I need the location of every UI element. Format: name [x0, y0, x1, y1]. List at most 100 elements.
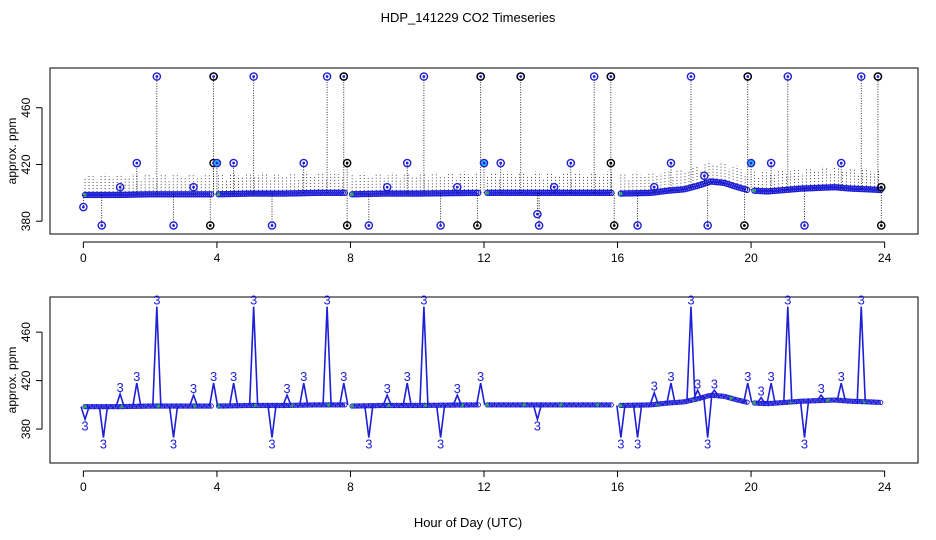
top-spike-point-core: [743, 224, 746, 227]
top-baseline-green-point: [752, 189, 757, 193]
top-baseline-point: [251, 190, 258, 197]
top-baseline-point: [633, 189, 641, 197]
top-baseline-point: [441, 190, 448, 197]
top-spike-point-core: [345, 161, 349, 165]
top-baseline-point: [857, 185, 864, 193]
top-spike-point-core: [439, 224, 442, 227]
bottom-peak-line: [782, 306, 793, 403]
top-baseline-point: [392, 190, 400, 197]
bottom-baseline-point: [473, 402, 479, 408]
top-baseline-point: [461, 189, 468, 197]
bottom-peak-label: 3: [133, 369, 140, 384]
top-spike-point: [566, 158, 576, 168]
top-baseline-green-point: [485, 191, 489, 195]
top-baseline-point: [115, 191, 123, 199]
top-flagged-point: [339, 72, 349, 81]
top-y-tick-label: 460: [19, 97, 33, 117]
top-baseline-point: [645, 189, 653, 197]
top-spike-point-core: [839, 161, 843, 165]
top-baseline-point: [566, 189, 573, 197]
top-baseline-point: [431, 190, 438, 197]
top-baseline-point: [149, 191, 157, 198]
top-baseline-point: [407, 190, 414, 197]
x-axis-label: Hour of Day (UTC): [414, 515, 522, 530]
top-spike-point-core: [879, 185, 883, 189]
top-spike-point: [452, 182, 462, 192]
bottom-peak-label: 3: [801, 437, 808, 452]
bottom-peak-line: [419, 306, 429, 406]
bottom-peak-label: 3: [340, 369, 347, 384]
bottom-peak-line: [382, 392, 392, 406]
top-baseline-point: [562, 189, 569, 197]
top-baseline-point: [388, 190, 396, 197]
top-baseline-point: [309, 189, 316, 197]
top-baseline-point: [522, 189, 529, 197]
top-marks: [79, 72, 886, 230]
bottom-plot-frame: [49, 296, 919, 464]
bottom-baseline-point: [877, 399, 884, 406]
top-spike-point: [766, 158, 776, 168]
top-baseline-point: [186, 191, 193, 198]
bottom-x-tick-label: 12: [477, 480, 491, 494]
top-baseline-point: [429, 190, 436, 197]
top-baseline-point: [564, 189, 571, 197]
top-spike-point-core: [769, 161, 773, 165]
top-x-tick-label: 12: [477, 251, 491, 265]
bottom-peak-line: [168, 405, 179, 438]
top-baseline-point: [184, 191, 191, 198]
top-spike-point: [549, 182, 559, 192]
top-baseline-point: [600, 189, 607, 197]
bottom-peak-line: [836, 382, 847, 401]
top-baseline-point: [425, 190, 432, 197]
top-spike-point: [79, 202, 88, 212]
top-baseline-point: [598, 189, 605, 197]
top-spike-point: [496, 158, 505, 168]
top-baseline-point: [386, 190, 394, 197]
top-baseline-point: [129, 191, 137, 198]
top-baseline-point: [811, 184, 818, 192]
top-baseline-point: [335, 189, 342, 197]
top-baseline-point: [469, 189, 476, 197]
bottom-peak-label: 3: [818, 381, 825, 396]
top-baseline-point: [249, 190, 256, 197]
top-baseline-point: [200, 191, 207, 198]
bottom-green-point: [327, 403, 331, 407]
top-spike-point: [205, 221, 215, 230]
bottom-peak-line: [452, 393, 463, 406]
top-baseline-point: [582, 189, 589, 197]
top-flagged-point: [209, 72, 218, 81]
top-spike-point-core: [455, 185, 459, 189]
top-spike-point-core: [552, 185, 556, 189]
top-baseline-point: [580, 189, 587, 197]
top-baseline-point: [415, 190, 422, 197]
bottom-peak-line: [98, 406, 109, 438]
top-baseline-point: [639, 189, 647, 197]
top-spike-point-core: [232, 161, 236, 165]
top-baseline-green-point: [83, 193, 87, 197]
top-spike-point: [436, 221, 445, 230]
top-spike-point-core: [669, 161, 673, 165]
top-spike-point-core: [749, 161, 753, 165]
top-baseline-point: [255, 190, 262, 197]
top-baseline-point: [821, 184, 828, 191]
bottom-peak-line: [709, 388, 719, 396]
top-baseline-point: [247, 190, 254, 197]
bottom-baseline-point: [721, 393, 727, 399]
chart-title: HDP_141229 CO2 Timeseries: [381, 10, 556, 25]
bottom-green-point: [423, 403, 428, 407]
bottom-peak-label: 3: [784, 293, 791, 308]
bottom-peak-line: [616, 405, 626, 438]
top-spike-point-core: [81, 205, 85, 209]
top-baseline-point: [165, 191, 173, 198]
top-baseline-point: [103, 191, 111, 199]
top-spike-point-core: [345, 224, 349, 227]
top-y-axis: 380 420 460: [19, 97, 43, 231]
bottom-peak-label: 3: [437, 437, 444, 452]
bottom-peak-label: 3: [757, 384, 764, 399]
bottom-peak-label: 3: [477, 369, 484, 384]
top-baseline-point: [360, 190, 368, 198]
top-baseline-point: [530, 189, 537, 197]
bottom-peak-line: [282, 392, 292, 406]
top-baseline-point: [532, 189, 539, 197]
bottom-green-point: [729, 396, 733, 400]
